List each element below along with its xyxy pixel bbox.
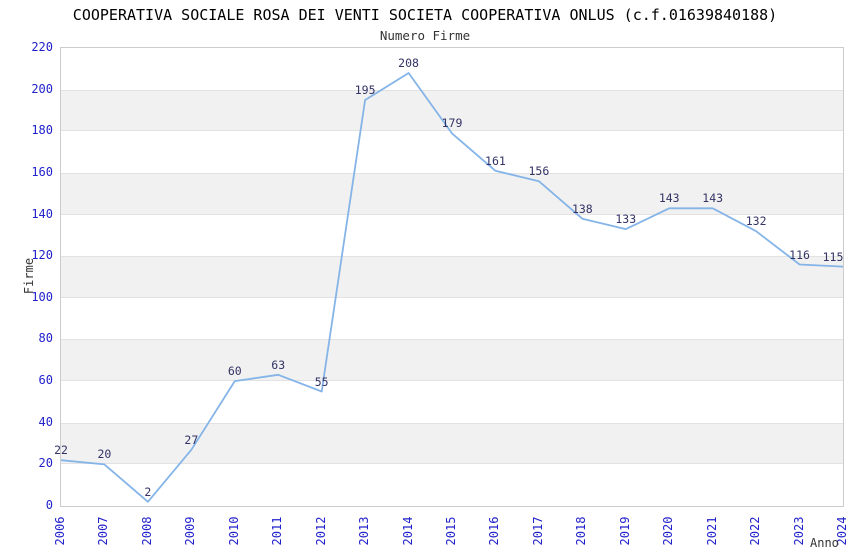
x-tick-label: 2009 — [183, 516, 198, 546]
series-line — [60, 72, 844, 503]
y-tick-label: 160 — [31, 164, 53, 179]
x-tick-label: 2015 — [444, 516, 458, 546]
x-tick-label: 2013 — [357, 516, 372, 546]
point-label: 138 — [571, 201, 593, 216]
point-label: 143 — [702, 191, 724, 206]
y-tick-label: 200 — [31, 81, 53, 96]
point-label: 60 — [227, 364, 242, 379]
point-label: 22 — [54, 443, 68, 458]
x-tick-label: 2023 — [791, 516, 806, 546]
x-tick-label: 2014 — [400, 516, 415, 546]
y-tick-label: 80 — [38, 331, 53, 346]
x-tick-label: 2021 — [704, 516, 719, 546]
y-tick-label: 20 — [38, 456, 53, 471]
point-label: 208 — [398, 55, 419, 70]
x-tick-label: 2016 — [487, 516, 502, 546]
point-label: 115 — [822, 249, 844, 264]
y-tick-label: 40 — [38, 414, 53, 429]
point-label: 55 — [314, 374, 329, 389]
x-tick-label: 2018 — [574, 516, 589, 546]
point-label: 116 — [789, 247, 810, 262]
y-tick-label: 100 — [31, 289, 53, 304]
chart-subtitle: Numero Firme — [379, 28, 471, 43]
grid-band — [61, 339, 843, 382]
y-tick-label: 0 — [45, 498, 53, 512]
x-tick-label: 2011 — [270, 516, 285, 546]
x-axis-title: Anno — [810, 536, 839, 550]
point-label: 20 — [97, 447, 112, 462]
x-tick-label: 2012 — [313, 516, 328, 546]
point-label: 63 — [271, 357, 286, 372]
point-label: 2 — [144, 484, 152, 499]
point-label: 156 — [528, 164, 550, 179]
x-tick-label: 2017 — [530, 516, 545, 546]
x-tick-label: 2022 — [748, 516, 763, 546]
chart-title: COOPERATIVA SOCIALE ROSA DEI VENTI SOCIE… — [72, 6, 778, 24]
x-tick-label: 2007 — [96, 516, 111, 546]
y-tick-label: 120 — [31, 248, 53, 263]
point-label: 195 — [354, 83, 376, 98]
y-tick-label: 180 — [31, 123, 53, 138]
y-tick-label: 140 — [31, 206, 53, 221]
point-label: 161 — [485, 153, 506, 168]
x-tick-label: 2019 — [617, 516, 632, 546]
x-tick-label: 2008 — [139, 516, 154, 546]
x-tick-label: 2010 — [226, 516, 241, 546]
plot-area: 22 20 2 27 60 63 55 195 208 179 161 156 138 133 143 143… — [54, 47, 844, 507]
grid-band — [61, 89, 843, 132]
point-label: 143 — [658, 191, 680, 206]
grid-band — [61, 256, 843, 298]
point-label: 132 — [745, 214, 767, 229]
point-label: 179 — [441, 116, 463, 131]
point-label: 27 — [184, 432, 199, 447]
line-series — [60, 72, 844, 503]
point-label: 133 — [615, 212, 637, 227]
y-tick-label: 220 — [31, 40, 53, 54]
y-tick-label: 60 — [38, 373, 53, 388]
grid-band — [61, 422, 843, 465]
x-tick-label: 2020 — [661, 516, 676, 546]
x-tick-label: 2006 — [53, 516, 67, 546]
